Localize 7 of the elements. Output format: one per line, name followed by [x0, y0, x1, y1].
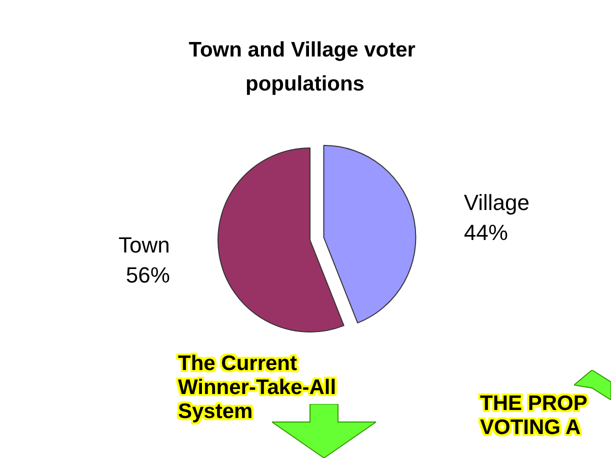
text: The Current Winner-Take-All System: [178, 352, 336, 424]
slice-label: Town: [118, 232, 170, 258]
data-label: 44%: [464, 220, 508, 245]
slice-label: Village: [464, 190, 530, 215]
data-label: 56%: [126, 262, 170, 288]
text: THE PROP VOTING A: [480, 392, 588, 440]
chart-title: Town and Village voter populations: [188, 38, 422, 96]
